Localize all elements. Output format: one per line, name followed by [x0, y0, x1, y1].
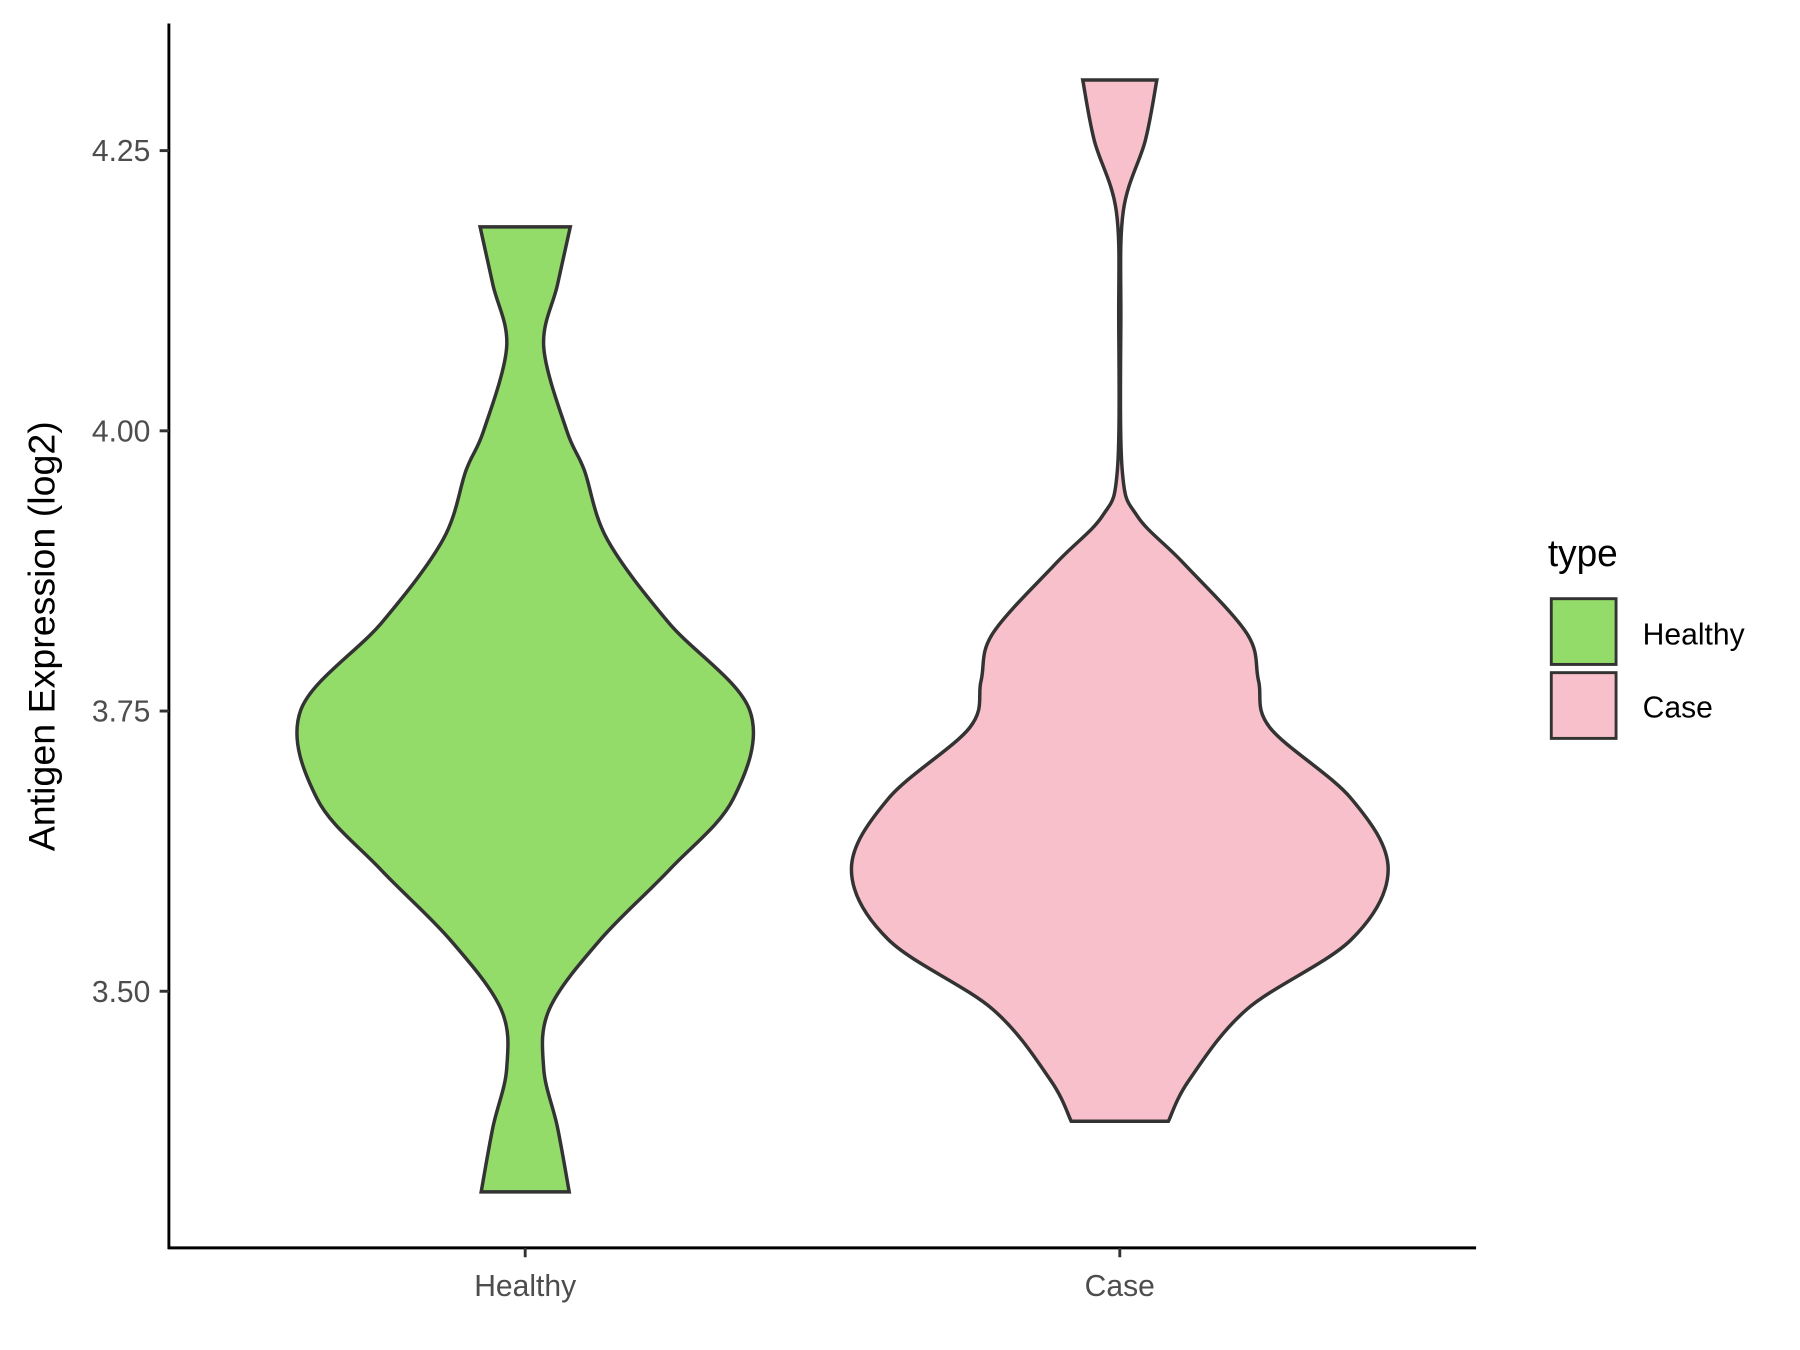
y-tick-label: 3.50	[92, 976, 151, 1009]
legend-key-case	[1549, 671, 1618, 740]
x-tick-label: Healthy	[474, 1270, 577, 1303]
violin-healthy	[295, 225, 756, 1194]
legend-key-healthy	[1549, 597, 1618, 666]
legend-title: type	[1548, 532, 1618, 574]
violin-case	[849, 78, 1390, 1124]
violins	[295, 78, 1390, 1194]
y-ticks: 3.50 3.75 4.00 4.25	[92, 135, 169, 1009]
y-tick-label: 4.25	[92, 135, 151, 168]
x-ticks: Healthy Case	[474, 1247, 1155, 1303]
y-tick-label: 4.00	[92, 415, 151, 448]
legend: type Healthy Case	[1548, 532, 1746, 740]
y-tick-label: 3.75	[92, 695, 151, 728]
legend-label-case: Case	[1643, 691, 1713, 724]
y-axis-label: Antigen Expression (log2)	[21, 421, 63, 851]
x-tick-label: Case	[1085, 1270, 1155, 1303]
legend-label-healthy: Healthy	[1643, 618, 1746, 651]
